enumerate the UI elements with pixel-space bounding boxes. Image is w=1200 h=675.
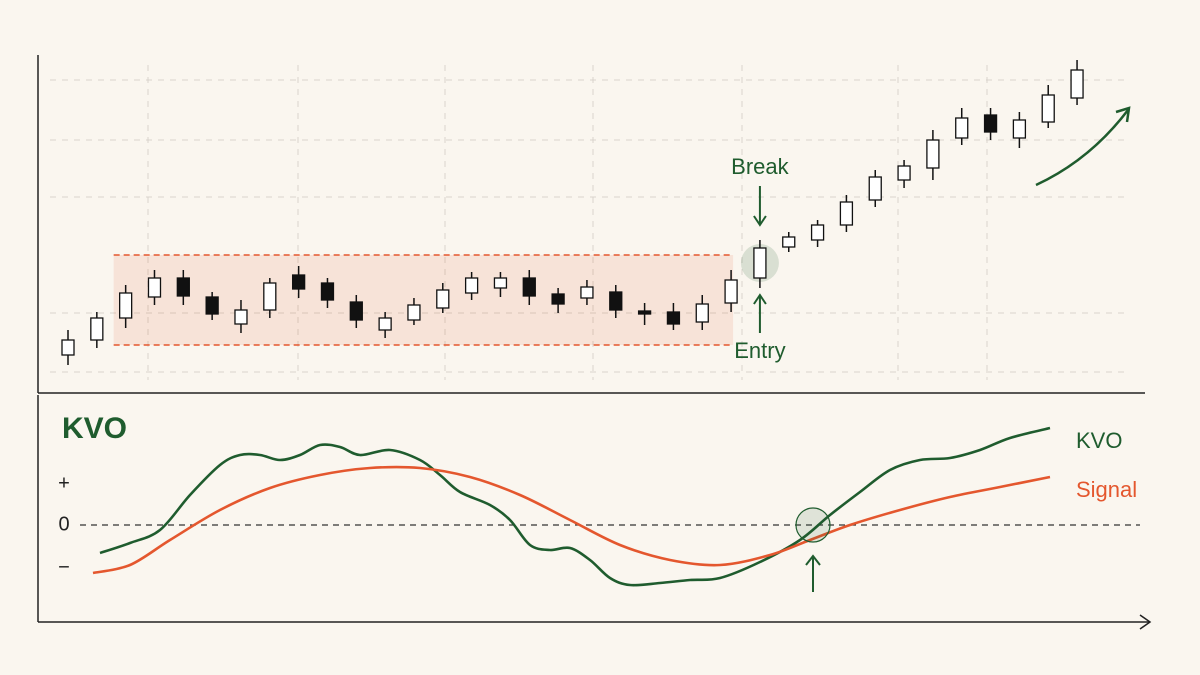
candle-body bbox=[753, 247, 767, 279]
candle-body bbox=[695, 303, 709, 323]
candle-body bbox=[551, 293, 565, 305]
candle-body bbox=[666, 311, 681, 325]
candle-body bbox=[436, 289, 450, 309]
candle-body bbox=[176, 277, 190, 297]
panel-title: KVO bbox=[62, 412, 127, 445]
candle-body bbox=[493, 277, 508, 289]
candle-body bbox=[234, 309, 248, 325]
candle-body bbox=[609, 291, 623, 311]
grid bbox=[50, 65, 1130, 380]
annotation-arrow-head bbox=[753, 215, 767, 227]
candle-body bbox=[1070, 69, 1084, 99]
candle-body bbox=[1041, 94, 1055, 123]
trend-arrow-head bbox=[1115, 106, 1131, 123]
candle-body bbox=[637, 310, 652, 315]
candle-body bbox=[926, 139, 940, 169]
annotation: Entry bbox=[734, 338, 785, 363]
legend-label: Signal bbox=[1076, 477, 1137, 502]
candle-body bbox=[90, 317, 104, 341]
annotation-arrow-head bbox=[753, 293, 767, 305]
candle-body bbox=[320, 282, 335, 301]
series-line bbox=[92, 465, 1051, 575]
candle-body bbox=[407, 304, 421, 321]
kvo-panel: KVO +0 − KVO Signal bbox=[58, 412, 1140, 587]
candle-body bbox=[782, 236, 796, 248]
candle-body bbox=[868, 176, 882, 201]
axes bbox=[37, 55, 1152, 630]
candle-body bbox=[147, 277, 162, 298]
candle-body bbox=[983, 114, 998, 133]
candle-body bbox=[810, 224, 825, 241]
candle-body bbox=[378, 317, 392, 331]
candle-body bbox=[119, 292, 133, 319]
candle-body bbox=[839, 201, 854, 226]
y-tick-label: − bbox=[58, 556, 70, 578]
series-line bbox=[99, 426, 1051, 587]
candle-body bbox=[580, 286, 594, 299]
candle-body bbox=[205, 296, 219, 315]
candle-body bbox=[464, 277, 479, 294]
trend-arrow bbox=[1035, 109, 1129, 187]
crossover-marker bbox=[795, 507, 831, 543]
axis-arrow bbox=[1139, 614, 1152, 630]
candle-body bbox=[955, 117, 969, 139]
crossover-arrow-head bbox=[805, 554, 821, 566]
y-tick-label: + bbox=[58, 472, 70, 494]
candle-body bbox=[263, 282, 277, 311]
candle-body bbox=[522, 277, 536, 297]
price-panel: Break Entry bbox=[61, 60, 1084, 365]
y-tick-label: 0 bbox=[58, 513, 69, 535]
candle-body bbox=[349, 301, 363, 321]
candle-body bbox=[61, 339, 75, 356]
candle-body bbox=[897, 165, 911, 181]
legend-label: KVO bbox=[1076, 428, 1122, 453]
annotation: Break bbox=[731, 154, 789, 179]
candle-body bbox=[291, 274, 306, 290]
candle-body bbox=[724, 279, 738, 304]
candle-body bbox=[1012, 119, 1027, 139]
